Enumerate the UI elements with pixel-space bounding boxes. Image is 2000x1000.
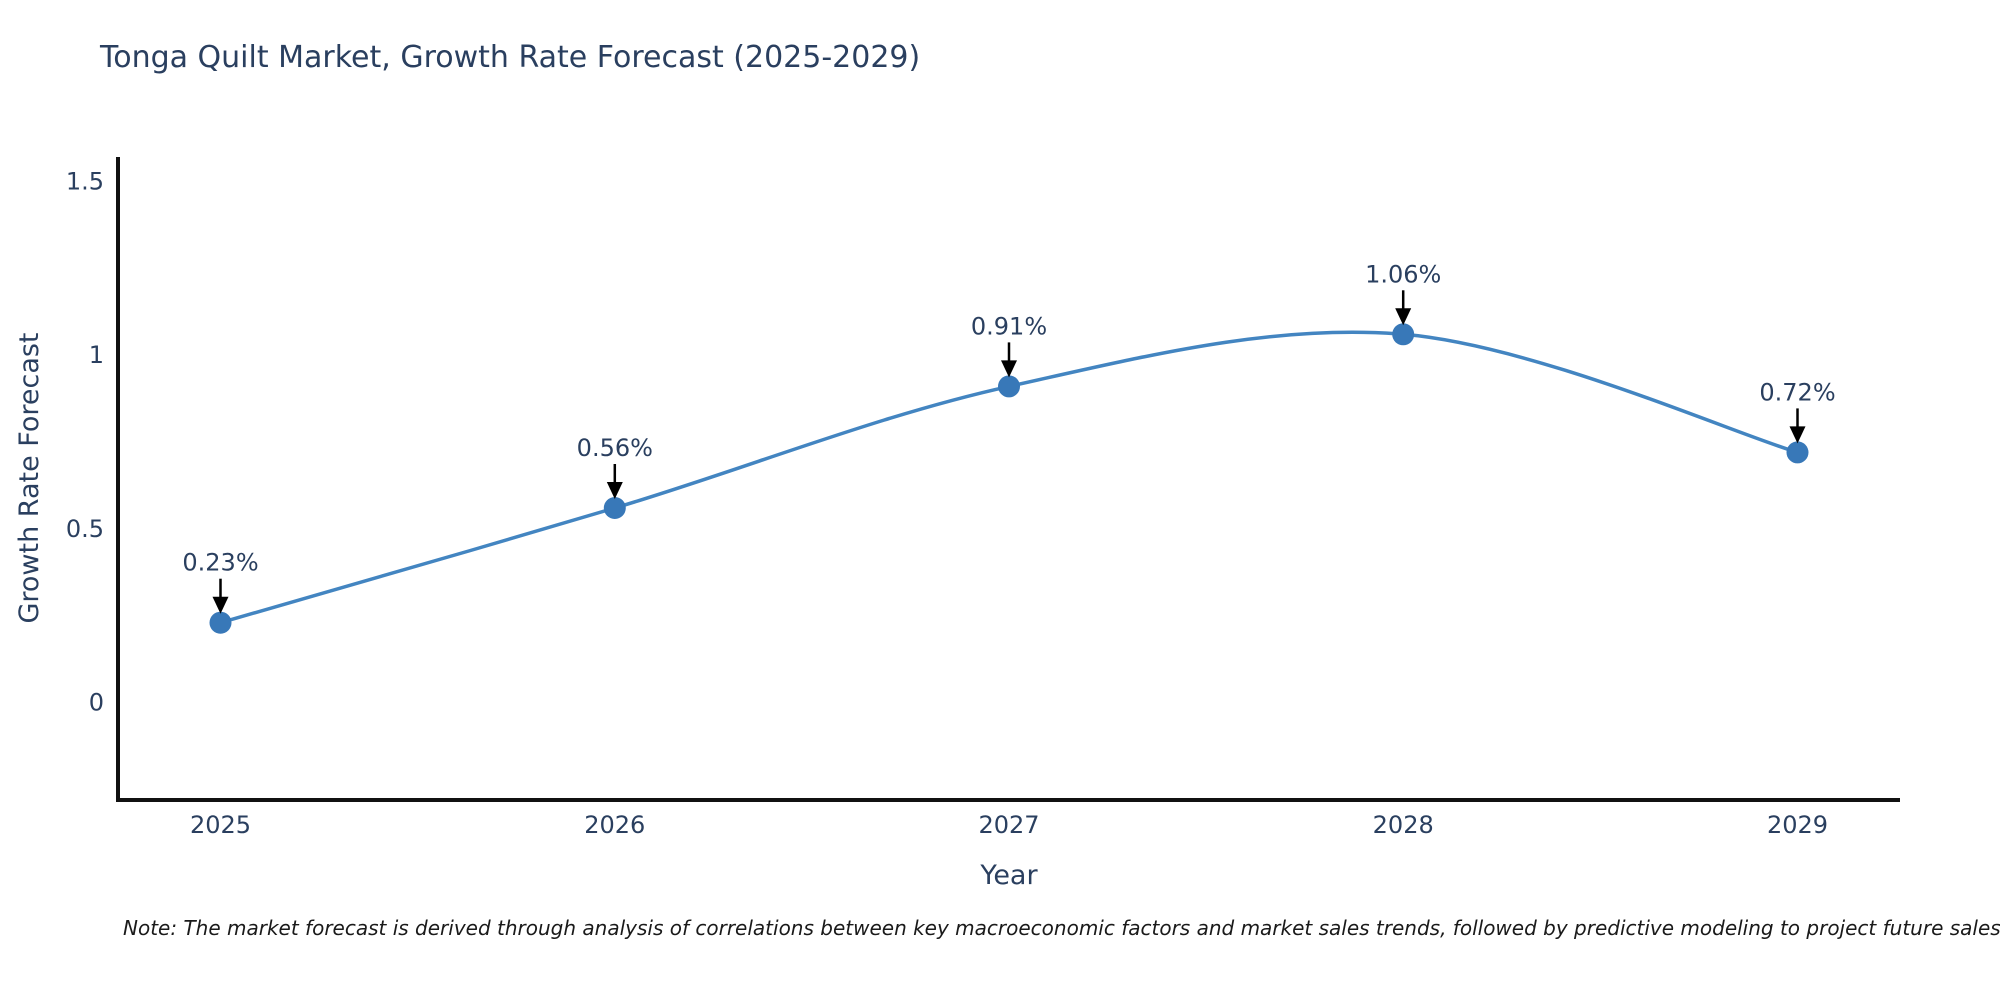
annotation-arrowhead-icon bbox=[1789, 426, 1806, 444]
data-point-marker bbox=[209, 611, 232, 634]
data-point-marker bbox=[1392, 323, 1415, 346]
data-point-marker bbox=[998, 375, 1020, 398]
x-tick-label: 2026 bbox=[584, 811, 645, 839]
x-tick-label: 2029 bbox=[1767, 811, 1828, 839]
annotation-arrowhead-icon bbox=[1395, 308, 1412, 326]
data-point-marker bbox=[1786, 441, 1809, 464]
x-tick-label: 2025 bbox=[190, 811, 251, 839]
y-tick-label: 0 bbox=[89, 689, 104, 717]
annotation-arrowhead-icon bbox=[606, 482, 623, 499]
x-tick-label: 2028 bbox=[1373, 811, 1434, 839]
y-tick-label: 1 bbox=[89, 341, 104, 369]
y-tick-label: 0.5 bbox=[66, 515, 104, 543]
point-value-label: 0.91% bbox=[971, 312, 1047, 340]
data-point-marker bbox=[603, 497, 626, 519]
point-value-label: 1.06% bbox=[1365, 260, 1441, 288]
annotation-arrowhead-icon bbox=[1001, 360, 1017, 378]
x-tick-label: 2027 bbox=[978, 811, 1039, 839]
y-axis-title: Growth Rate Forecast bbox=[14, 332, 45, 624]
chart-footnote: Note: The market forecast is derived thr… bbox=[123, 916, 2000, 940]
chart-title: Tonga Quilt Market, Growth Rate Forecast… bbox=[100, 40, 921, 75]
axes-spines bbox=[116, 157, 1900, 802]
point-value-label: 0.72% bbox=[1759, 378, 1835, 406]
point-value-label: 0.23% bbox=[182, 549, 258, 577]
annotation-arrowhead-icon bbox=[212, 596, 229, 614]
point-value-label: 0.56% bbox=[577, 434, 653, 462]
y-tick-label: 1.5 bbox=[66, 167, 104, 195]
x-axis-title: Year bbox=[980, 860, 1038, 891]
